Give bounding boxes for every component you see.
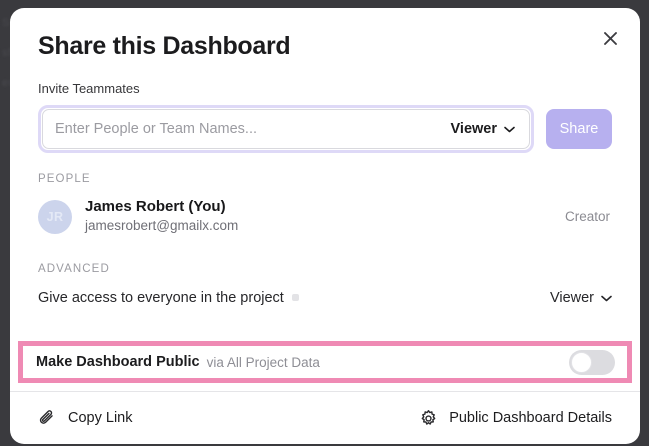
invite-role-label: Viewer — [450, 121, 498, 137]
person-role: Creator — [564, 209, 610, 225]
project-access-role-dropdown[interactable]: Viewer — [550, 290, 612, 306]
page-title: Share this Dashboard — [38, 32, 291, 60]
copy-link-button[interactable]: Copy Link — [38, 409, 132, 428]
share-button[interactable]: Share — [546, 109, 612, 149]
chevron-down-icon — [504, 126, 515, 132]
gear-icon — [419, 409, 438, 428]
project-access-role-label: Viewer — [549, 290, 594, 307]
modal-body: Share this Dashboard Invite Teammates Vi… — [10, 8, 640, 391]
search-input[interactable] — [55, 110, 451, 148]
make-public-sublabel: via All Project Data — [206, 354, 320, 370]
invite-input-shell[interactable]: Viewer — [42, 109, 530, 149]
project-access-row: Give access to everyone in the project V… — [38, 290, 620, 306]
info-icon[interactable] — [291, 294, 299, 302]
public-dashboard-details-button[interactable]: Public Dashboard Details — [419, 409, 612, 428]
invite-role-dropdown[interactable]: Viewer — [451, 121, 516, 137]
invite-row: Viewer Share — [38, 105, 620, 153]
people-section-heading: PEOPLE — [38, 173, 91, 185]
invite-teammates-label: Invite Teammates — [38, 81, 140, 96]
make-public-toggle[interactable] — [569, 349, 615, 375]
make-public-label: Make Dashboard Public — [36, 354, 200, 370]
invite-input-focus-ring: Viewer — [38, 105, 534, 153]
modal-footer: Copy Link Public Dashboard Details — [10, 391, 640, 444]
close-icon[interactable] — [596, 24, 624, 52]
project-access-label-wrap: Give access to everyone in the project — [38, 290, 550, 306]
project-access-label: Give access to everyone in the project — [38, 290, 284, 307]
paperclip-icon — [38, 409, 57, 428]
list-item: JR James Robert (You) jamesrobert@gmailx… — [38, 197, 620, 236]
avatar: JR — [38, 199, 72, 234]
share-dashboard-modal: Share this Dashboard Invite Teammates Vi… — [10, 8, 640, 444]
advanced-section-heading: ADVANCED — [38, 263, 110, 276]
person-email: jamesrobert@gmailx.com — [85, 218, 239, 234]
chevron-down-icon — [601, 295, 612, 301]
make-dashboard-public-row[interactable]: Make Dashboard Public via All Project Da… — [18, 341, 632, 383]
person-info: James Robert (You) jamesrobert@gmailx.co… — [85, 197, 565, 236]
person-name: James Robert (You) — [85, 198, 226, 215]
toggle-knob — [571, 351, 592, 373]
public-dashboard-details-label: Public Dashboard Details — [449, 410, 612, 426]
copy-link-label: Copy Link — [68, 410, 133, 426]
